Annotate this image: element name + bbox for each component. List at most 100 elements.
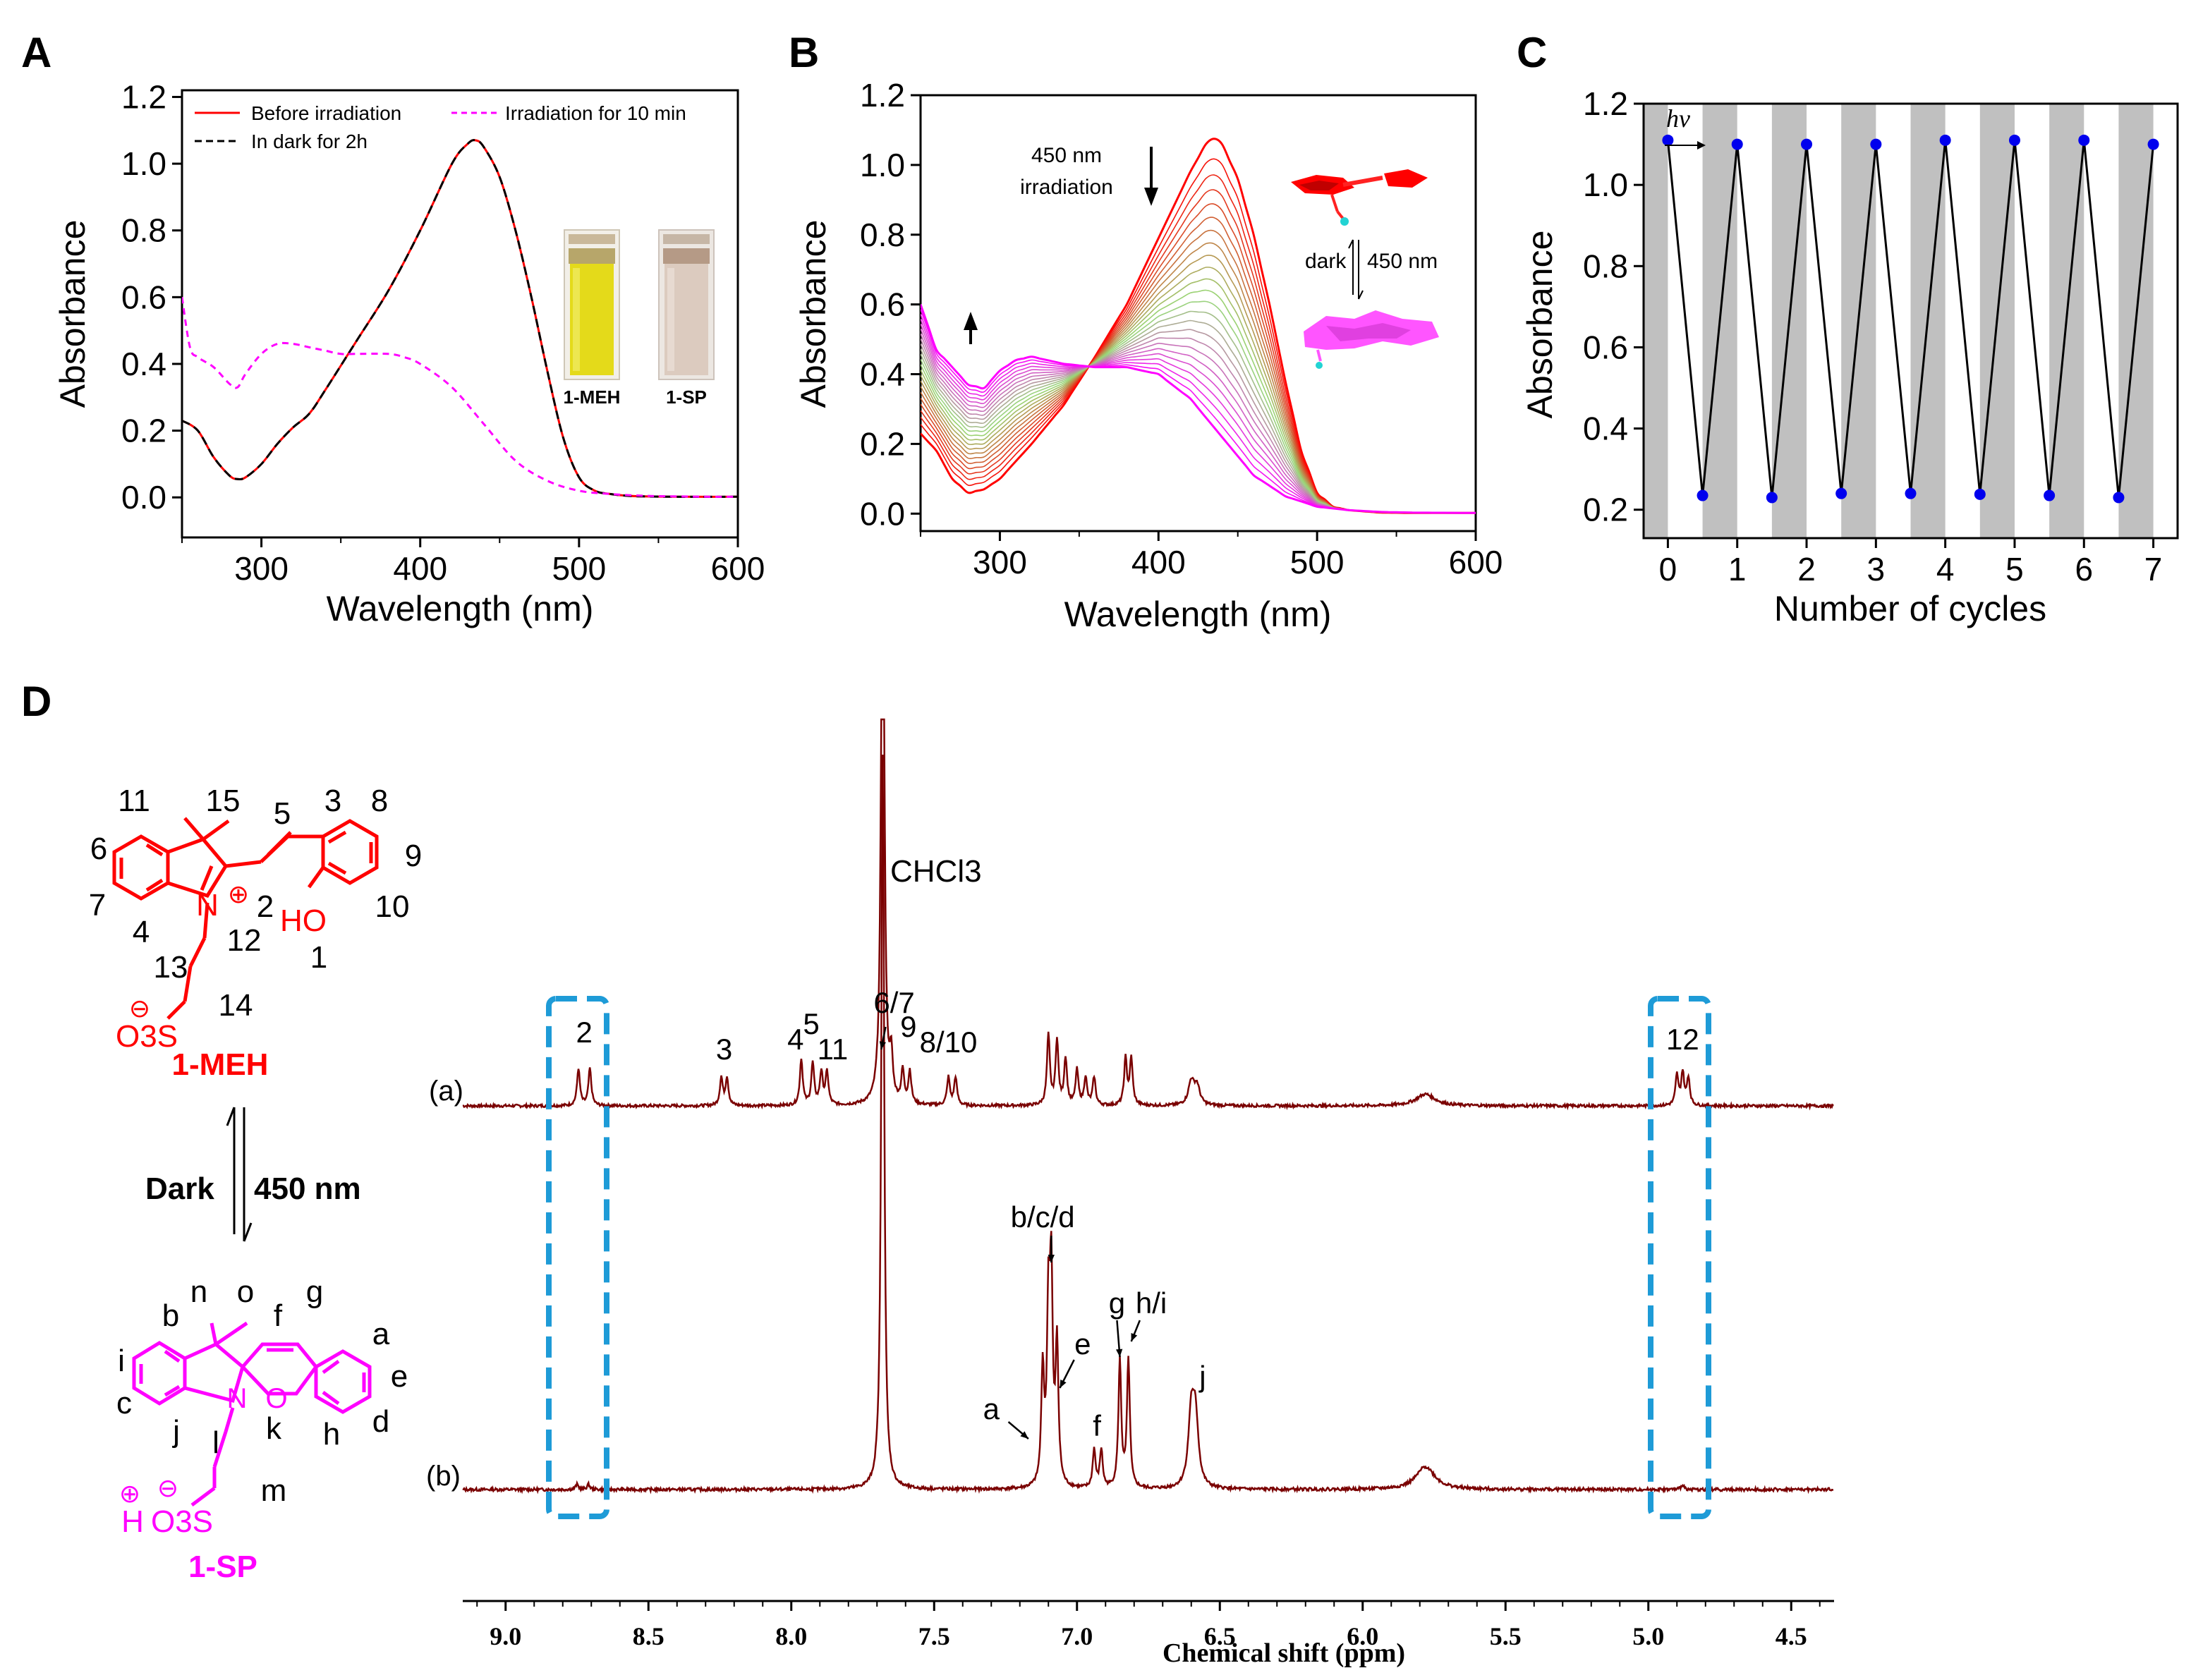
chart-c-point-2 [1697,489,1709,501]
arrow-down-icon [1144,147,1158,206]
chart-c-point-4 [1766,492,1778,504]
chart-d-peak-label-b: e [1074,1327,1091,1361]
chart-c-xtick-label: 2 [1797,551,1816,588]
chart-b-series-21 [921,318,1476,514]
chart-a-xtick-label: 600 [711,550,765,587]
chart-d-peak-label-a: 11 [818,1033,849,1066]
chart-c-point-5 [1801,138,1813,150]
annotation-450nm-reverse: 450 nm [1367,250,1438,273]
chart-a-ytick-label: 0.2 [121,413,166,449]
chart-d-pointer-arrowhead [1048,1254,1055,1262]
atom-label-e: e [391,1359,408,1394]
chart-c-point-13 [2078,134,2090,146]
panel-label-b: B [789,29,819,76]
chart-c-ytick-label: 1.2 [1583,85,1628,122]
chart-d-xtick-label: 5.5 [1490,1622,1522,1650]
chart-c-point-10 [1974,488,1986,500]
chart-c-xtick-label: 7 [2144,551,2163,588]
chart-c-xlabel: Number of cycles [1774,589,2046,628]
chart-a-xlabel: Wavelength (nm) [327,589,594,628]
equilibrium-450nm-label: 450 nm [254,1171,361,1206]
atom-label-k: k [266,1411,282,1446]
legend-in-dark: In dark for 2h [251,130,368,152]
chart-c-xtick-label: 5 [2005,551,2024,588]
chart-b-series-8 [921,242,1476,514]
chart-c-ytick-label: 0.8 [1583,248,1628,284]
chart-c-xtick-label: 4 [1936,551,1955,588]
atom-label-o: o [237,1274,254,1309]
chart-c: 0 1 2 3 4 5 6 7 0.2 0.4 0.6 0.8 1.0 1.2 Number of cyc… [1520,85,2179,628]
chart-d: 9.0 8.5 8.0 7.5 7.0 6.5 6.0 5.5 5.0 4.5 Chemical … [426,718,1834,1668]
chart-c-point-11 [2008,134,2020,146]
chart-b-xtick-label: 600 [1449,544,1503,580]
chart-d-peak-label-a: 2 [576,1016,592,1049]
chart-d-spectrum-b [462,754,1833,1495]
atom-label-14: 14 [219,988,253,1023]
panel-label-d: D [21,678,51,725]
atom-label-7: 7 [89,888,106,923]
trace-label-a: (a) [429,1076,463,1107]
chart-c-irradiation-band [1644,104,1668,538]
chart-b: 300 400 500 600 0.0 0.2 0.4 0.6 0.8 1.0 1.2 Wavele… [794,77,1503,634]
atom-label-1: 1 [310,940,327,975]
chart-d-xtick-label: 7.5 [918,1622,950,1650]
chart-c-xtick-label: 0 [1659,551,1677,588]
chart-d-xtick-label: 6.5 [1204,1622,1236,1650]
chart-c-ytick-label: 0.4 [1583,410,1628,447]
atom-label-l: l [212,1425,219,1460]
chart-d-xlabel: Chemical shift (ppm) [1163,1638,1405,1668]
chart-c-point-9 [1939,134,1951,146]
chart-b-series-19 [921,328,1476,514]
chart-d-pointer-arrowhead [1020,1431,1028,1439]
chart-c-point-7 [1870,138,1882,150]
chart-d-xtick-label: 4.5 [1776,1622,1807,1650]
chart-b-series-15 [921,319,1476,514]
chart-a-legend: Before irradiation In dark for 2h Irradi… [195,102,686,152]
chart-a-ytick-label: 0.8 [121,212,166,249]
chart-c-point-1 [1662,134,1674,146]
chart-b-xlabel: Wavelength (nm) [1064,595,1332,634]
atom-label-i: i [118,1344,125,1378]
atom-label-a: a [372,1317,390,1351]
chart-b-ylabel: Absorbance [794,220,833,408]
chart-c-ytick-label: 0.2 [1583,492,1628,528]
chart-b-ytick-label: 0.0 [860,495,905,532]
chart-d-peak-label-a: 8/10 [920,1025,978,1059]
chart-c-ylabel: Absorbance [1520,231,1560,419]
chart-d-peak-label-b: f [1093,1409,1101,1442]
chart-d-peak-label-b: h/i [1136,1286,1167,1320]
annotation-450nm: 450 nm [1031,144,1102,167]
chart-b-series-16 [921,329,1476,514]
chart-d-peak-label-a: 9 [900,1010,916,1043]
chart-a-series-3 [182,297,738,498]
chart-d-peak-label-b: g [1109,1286,1125,1320]
chart-c-point-15 [2147,138,2159,150]
chart-d-peak-label-b: b/c/d [1011,1200,1075,1234]
chart-a-ylabel: Absorbance [53,220,92,408]
chart-d-xtick-label: 9.0 [490,1622,521,1650]
chart-d-xtick-label: 8.0 [775,1622,807,1650]
cuvette-photos: 1-MEH 1-SP [564,229,715,408]
atom-label-ho: HO [280,903,327,938]
atom-label-12: 12 [227,923,262,958]
atom-label-10: 10 [375,889,410,924]
chart-a-frame [181,89,739,539]
chart-d-peak-label-a: 12 [1666,1023,1699,1056]
atom-label-9: 9 [405,839,422,873]
chart-c-xtick-label: 3 [1867,551,1886,588]
chart-c-frame [1642,102,2179,540]
chart-c-point-3 [1731,138,1743,150]
chart-b-ytick-label: 0.6 [860,286,905,323]
atom-label-c: c [116,1386,132,1420]
chart-b-xtick-label: 400 [1131,544,1186,580]
annotation-hv: hν [1666,104,1690,133]
atom-label-3: 3 [324,784,341,818]
charge-minus-sp-icon: ⊖ [157,1473,178,1502]
chart-b-series-17 [921,337,1476,514]
atom-label-5: 5 [274,796,291,831]
annotation-dark: dark [1305,250,1347,273]
chart-d-xtick-label: 5.0 [1632,1622,1664,1650]
atom-label-11: 11 [118,784,150,818]
atom-n-meh: N [196,888,219,923]
chart-a: 300 400 500 600 0.0 0.2 0.4 0.6 0.8 1.0 1.2 Wavele… [53,78,765,628]
